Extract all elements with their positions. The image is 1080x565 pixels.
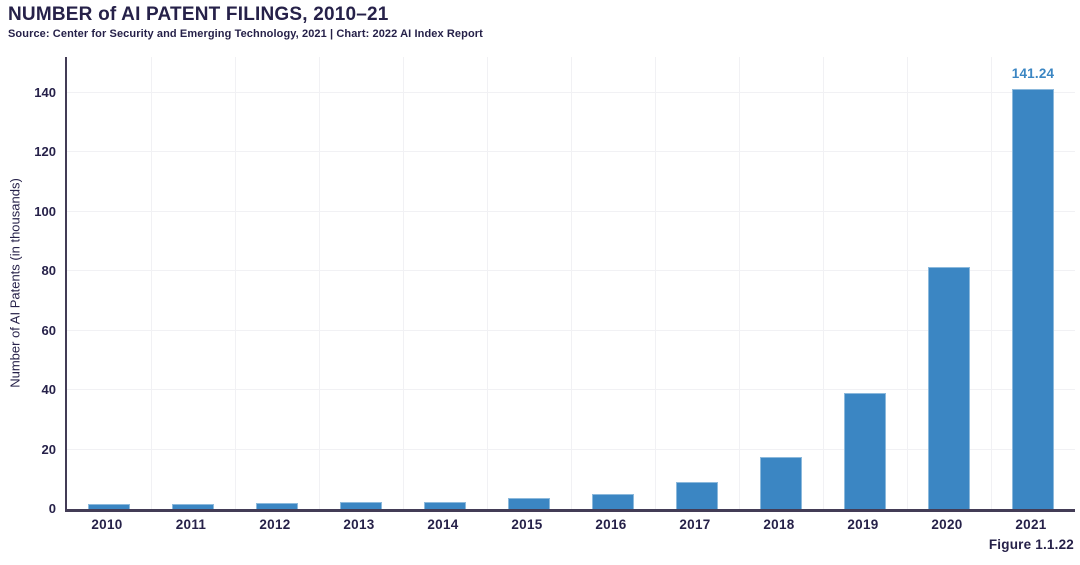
x-tick-label-2014: 2014 [427, 517, 459, 532]
bar-2016 [592, 494, 634, 509]
bar-2015 [508, 498, 550, 509]
bar-2019 [844, 393, 886, 509]
gridline-x [487, 57, 488, 509]
x-tick-label-2013: 2013 [343, 517, 375, 532]
gridline-x [151, 57, 152, 509]
y-tick-label: 0 [48, 501, 56, 516]
x-tick-label-2020: 2020 [931, 517, 963, 532]
y-tick-label: 140 [34, 84, 56, 100]
gridline-x [319, 57, 320, 509]
gridline-x [991, 57, 992, 509]
y-tick-label: 40 [41, 382, 56, 398]
y-tick-label: 100 [34, 203, 56, 219]
y-tick-label: 20 [41, 441, 56, 457]
x-tick-label-2011: 2011 [175, 517, 207, 532]
bar-2012 [256, 503, 298, 509]
bar-2014 [424, 501, 466, 509]
bar-2021 [1012, 89, 1054, 509]
bar-2020 [928, 266, 970, 509]
chart-title: NUMBER of AI PATENT FILINGS, 2010–21 [8, 4, 389, 25]
bar-2017 [676, 482, 718, 509]
x-tick-label-2016: 2016 [595, 517, 627, 532]
plot-area: 141.24 [65, 57, 1075, 512]
bar-2018 [760, 457, 802, 509]
gridline-x [235, 57, 236, 509]
x-tick-label-2010: 2010 [91, 517, 123, 532]
gridline-x [907, 57, 908, 509]
bar-2013 [340, 502, 382, 509]
y-tick-label: 120 [34, 144, 56, 160]
gridline-x [655, 57, 656, 509]
chart-source-line: Source: Center for Security and Emerging… [8, 28, 483, 40]
x-tick-label-2018: 2018 [763, 517, 795, 532]
x-tick-label-2012: 2012 [259, 517, 291, 532]
x-tick-label-2017: 2017 [679, 517, 711, 532]
bar-value-label-2021: 141.24 [1011, 66, 1055, 81]
y-tick-label: 60 [41, 322, 56, 338]
bar-2011 [172, 503, 214, 509]
figure-label: Figure 1.1.22 [988, 537, 1074, 552]
gridline-x [403, 57, 404, 509]
x-tick-label-2021: 2021 [1015, 517, 1047, 532]
bar-2010 [88, 504, 130, 509]
gridline-x [823, 57, 824, 509]
y-tick-label: 80 [41, 263, 56, 279]
gridline-x [571, 57, 572, 509]
x-tick-label-2015: 2015 [511, 517, 543, 532]
gridline-x [739, 57, 740, 509]
x-tick-label-2019: 2019 [847, 517, 879, 532]
